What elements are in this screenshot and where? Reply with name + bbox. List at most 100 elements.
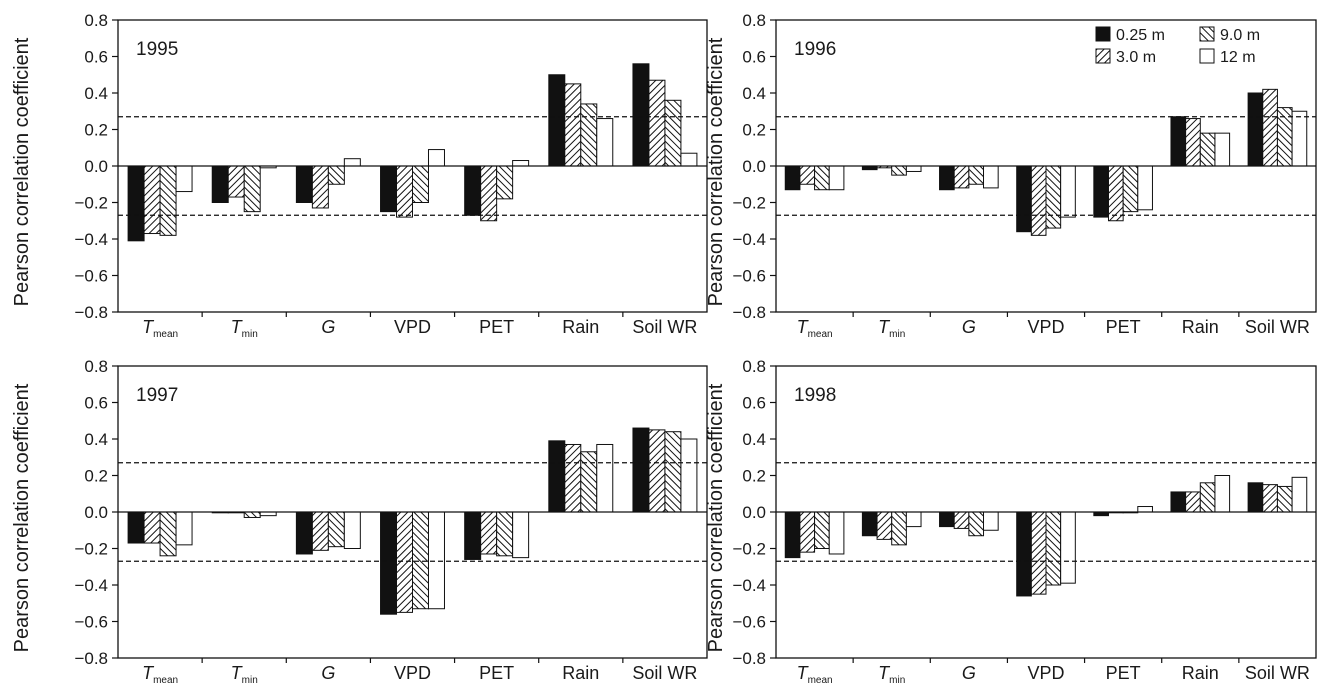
legend-label: 3.0 m — [1116, 49, 1156, 66]
bar-1997-Soil-WR-9.0m — [664, 431, 682, 513]
y-tick-label: 0.2 — [742, 121, 766, 140]
bar-1995-VPD-0.25m — [380, 165, 398, 213]
x-tick-label-PET: PET — [1106, 663, 1141, 683]
bar-1995-Soil-WR-0.25m — [632, 63, 650, 167]
y-tick-label: −0.8 — [74, 303, 108, 322]
x-tick-label-PET: PET — [479, 663, 514, 683]
y-tick-label: 0.0 — [742, 503, 766, 522]
y-tick-label: −0.6 — [74, 267, 108, 286]
y-axis-label-right-bottom: Pearson correlation coefficient — [705, 383, 727, 652]
bar-1998-Tmean-0.25m — [784, 511, 801, 559]
bar-1995-Tmean-0.25m — [127, 165, 145, 242]
y-tick-label: 0.2 — [742, 467, 766, 486]
panel-title: 1996 — [794, 39, 836, 60]
x-tick-label-Rain: Rain — [562, 663, 599, 683]
bar-1995-Rain-3.0m — [564, 83, 582, 167]
bar-1995-Rain-9.0m — [580, 103, 598, 167]
x-tick-label-G: G — [962, 663, 976, 683]
bar-1996-VPD-0.25m — [1016, 165, 1032, 233]
bar-1997-VPD-12m — [427, 511, 445, 610]
x-tick-label-VPD: VPD — [394, 663, 431, 683]
bar-1995-G-0.25m — [295, 165, 313, 203]
y-tick-label: 0.4 — [742, 430, 766, 449]
bar-1997-PET-0.25m — [464, 511, 482, 560]
x-tick-label-Tmean: Tmean — [142, 317, 178, 340]
y-tick-label: −0.2 — [732, 194, 766, 213]
bar-1996-G-12m — [983, 165, 999, 189]
bar-1998-VPD-12m — [1060, 511, 1076, 584]
bar-1998-Tmin-3.0m — [876, 511, 893, 540]
y-tick-label: 0.6 — [742, 394, 766, 413]
x-tick-label-PET: PET — [479, 317, 514, 337]
bar-1996-Soil-WR-3.0m — [1262, 88, 1278, 167]
y-tick-label: 0.6 — [84, 48, 108, 67]
bar-1998-Rain-3.0m — [1185, 491, 1201, 513]
y-tick-label: −0.2 — [732, 540, 766, 559]
y-tick-label: 0.2 — [84, 467, 108, 486]
bar-1997-PET-12m — [512, 511, 530, 559]
bar-1997-G-3.0m — [311, 511, 329, 551]
y-tick-label: 0.8 — [742, 357, 766, 376]
bar-1995-Tmin-0.25m — [211, 165, 229, 203]
bar-1995-Soil-WR-3.0m — [648, 79, 666, 167]
bar-1996-Rain-3.0m — [1185, 118, 1201, 167]
x-tick-label-VPD: VPD — [394, 317, 431, 337]
y-axis-label-left-bottom: Pearson correlation coefficient — [11, 383, 33, 652]
bar-1997-Tmean-3.0m — [143, 511, 161, 544]
bar-1998-Soil-WR-9.0m — [1276, 485, 1293, 513]
x-tick-label-Tmin: Tmin — [878, 317, 905, 340]
y-tick-label: 0.4 — [742, 84, 766, 103]
legend-swatch — [1095, 26, 1111, 42]
bar-1996-VPD-9.0m — [1045, 165, 1062, 229]
bar-1997-VPD-9.0m — [412, 511, 429, 610]
y-tick-label: 0.8 — [84, 11, 108, 30]
y-tick-label: −0.6 — [732, 613, 766, 632]
bar-1995-Tmean-9.0m — [159, 165, 177, 236]
bar-1997-Tmean-0.25m — [127, 511, 145, 544]
bar-1996-VPD-3.0m — [1030, 165, 1047, 236]
bar-1996-G-0.25m — [939, 165, 955, 191]
bar-1998-G-12m — [983, 511, 999, 531]
y-tick-label: −0.2 — [74, 194, 108, 213]
x-tick-label-VPD: VPD — [1027, 317, 1064, 337]
bar-1995-Soil-WR-9.0m — [664, 99, 682, 167]
x-tick-label-Tmean: Tmean — [142, 663, 178, 685]
bar-1997-Soil-WR-0.25m — [632, 427, 650, 513]
bar-1997-Rain-9.0m — [580, 451, 598, 513]
panel-1997: 0.8 0.6 0.4 0.2 0.0 −0.2 −0.4 −0.6 −0.8 Tmean Tmin… — [74, 357, 708, 685]
x-tick-label-Tmin: Tmin — [231, 317, 258, 340]
y-tick-label: 0.4 — [84, 84, 108, 103]
x-tick-label-Soil-WR: Soil WR — [632, 663, 697, 683]
y-tick-label: −0.4 — [732, 576, 766, 595]
bar-1996-Rain-9.0m — [1199, 132, 1216, 167]
panel-1995: 0.8 0.6 0.4 0.2 0.0 −0.2 −0.4 −0.6 −0.8 Tmean Tmin… — [74, 11, 708, 340]
x-tick-label-PET: PET — [1106, 317, 1141, 337]
legend-label: 0.25 m — [1116, 27, 1165, 44]
y-tick-label: 0.0 — [84, 503, 108, 522]
legend-item-9.0m: 9.0 m — [1199, 26, 1260, 44]
bar-1997-VPD-3.0m — [396, 511, 414, 613]
panel-1996: 0.8 0.6 0.4 0.2 0.0 −0.2 −0.4 −0.6 −0.8 Tmean Tmin… — [732, 11, 1317, 340]
y-tick-label: −0.8 — [74, 649, 108, 668]
bar-1995-Tmin-3.0m — [227, 165, 245, 198]
bar-1997-Tmean-12m — [175, 511, 193, 546]
bar-1997-Rain-0.25m — [548, 440, 566, 513]
x-tick-label-Rain: Rain — [562, 317, 599, 337]
bar-1996-VPD-12m — [1060, 165, 1076, 218]
y-axis-label-right: Pearson correlation coefficient — [705, 37, 727, 306]
bar-1995-PET-12m — [512, 160, 530, 167]
bar-1998-Tmean-3.0m — [799, 511, 816, 553]
y-tick-label: −0.2 — [74, 540, 108, 559]
bar-1995-PET-0.25m — [464, 165, 482, 216]
bar-1997-Tmean-9.0m — [159, 511, 177, 557]
bar-1997-Soil-WR-3.0m — [648, 429, 666, 513]
bar-1997-PET-9.0m — [496, 511, 514, 557]
y-tick-label: −0.6 — [732, 267, 766, 286]
y-tick-label: 0.2 — [84, 121, 108, 140]
x-tick-label-Soil-WR: Soil WR — [1245, 663, 1310, 683]
bar-1996-Tmean-3.0m — [799, 165, 816, 185]
bar-1996-Soil-WR-0.25m — [1247, 92, 1264, 167]
bar-1996-PET-12m — [1137, 165, 1153, 211]
bar-1996-G-9.0m — [968, 165, 985, 185]
